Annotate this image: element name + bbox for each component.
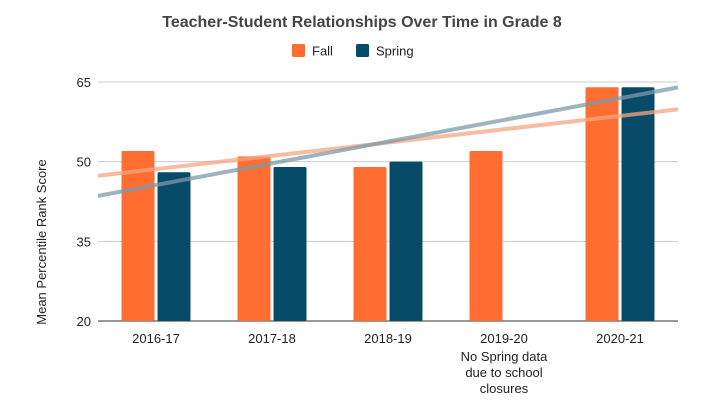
y-tick-label-20: 20 bbox=[77, 314, 91, 329]
x-tick-label-2016-17: 2016-17 bbox=[132, 331, 180, 346]
trendline-spring bbox=[97, 85, 679, 198]
bar-fall-2019-20 bbox=[469, 151, 503, 321]
legend-swatch-fall bbox=[292, 44, 305, 57]
y-axis-ticks: 20 35 50 65 bbox=[77, 75, 91, 329]
gridlines bbox=[98, 81, 678, 322]
trendlines bbox=[97, 85, 679, 198]
x-tick-label-2020-21: 2020-21 bbox=[596, 331, 644, 346]
bar-fall-2018-19 bbox=[353, 166, 387, 321]
x-tick-note-line: due to school bbox=[465, 365, 542, 380]
legend-swatch-spring bbox=[356, 44, 369, 57]
bar-spring-2020-21 bbox=[621, 87, 655, 321]
x-tick-note-line: No Spring data bbox=[461, 349, 548, 364]
bar-spring-2017-18 bbox=[273, 166, 307, 321]
legend: Fall Spring bbox=[292, 44, 414, 59]
bar-fall-2020-21 bbox=[585, 87, 619, 321]
legend-label-fall: Fall bbox=[312, 44, 333, 59]
y-tick-label-65: 65 bbox=[77, 75, 91, 90]
bar-spring-2018-19 bbox=[389, 161, 423, 321]
x-axis-ticks: 2016-17 2017-18 2018-19 2019-20 No Spring da… bbox=[132, 331, 644, 396]
x-tick-note-line: closures bbox=[480, 381, 529, 396]
chart-title: Teacher-Student Relationships Over Time … bbox=[162, 14, 562, 31]
y-tick-label-35: 35 bbox=[77, 234, 91, 249]
bar-fall-2017-18 bbox=[237, 156, 271, 321]
y-tick-label-50: 50 bbox=[77, 155, 91, 170]
bars bbox=[121, 87, 655, 321]
x-tick-label-2017-18: 2017-18 bbox=[248, 331, 296, 346]
x-tick-label-2018-19: 2018-19 bbox=[364, 331, 412, 346]
x-tick-label-2019-20: 2019-20 bbox=[480, 331, 528, 346]
legend-label-spring: Spring bbox=[376, 44, 414, 59]
bar-fall-2016-17 bbox=[121, 151, 155, 321]
bar-spring-2016-17 bbox=[157, 172, 191, 321]
y-axis-label: Mean Percentile Rank Score bbox=[34, 159, 49, 324]
